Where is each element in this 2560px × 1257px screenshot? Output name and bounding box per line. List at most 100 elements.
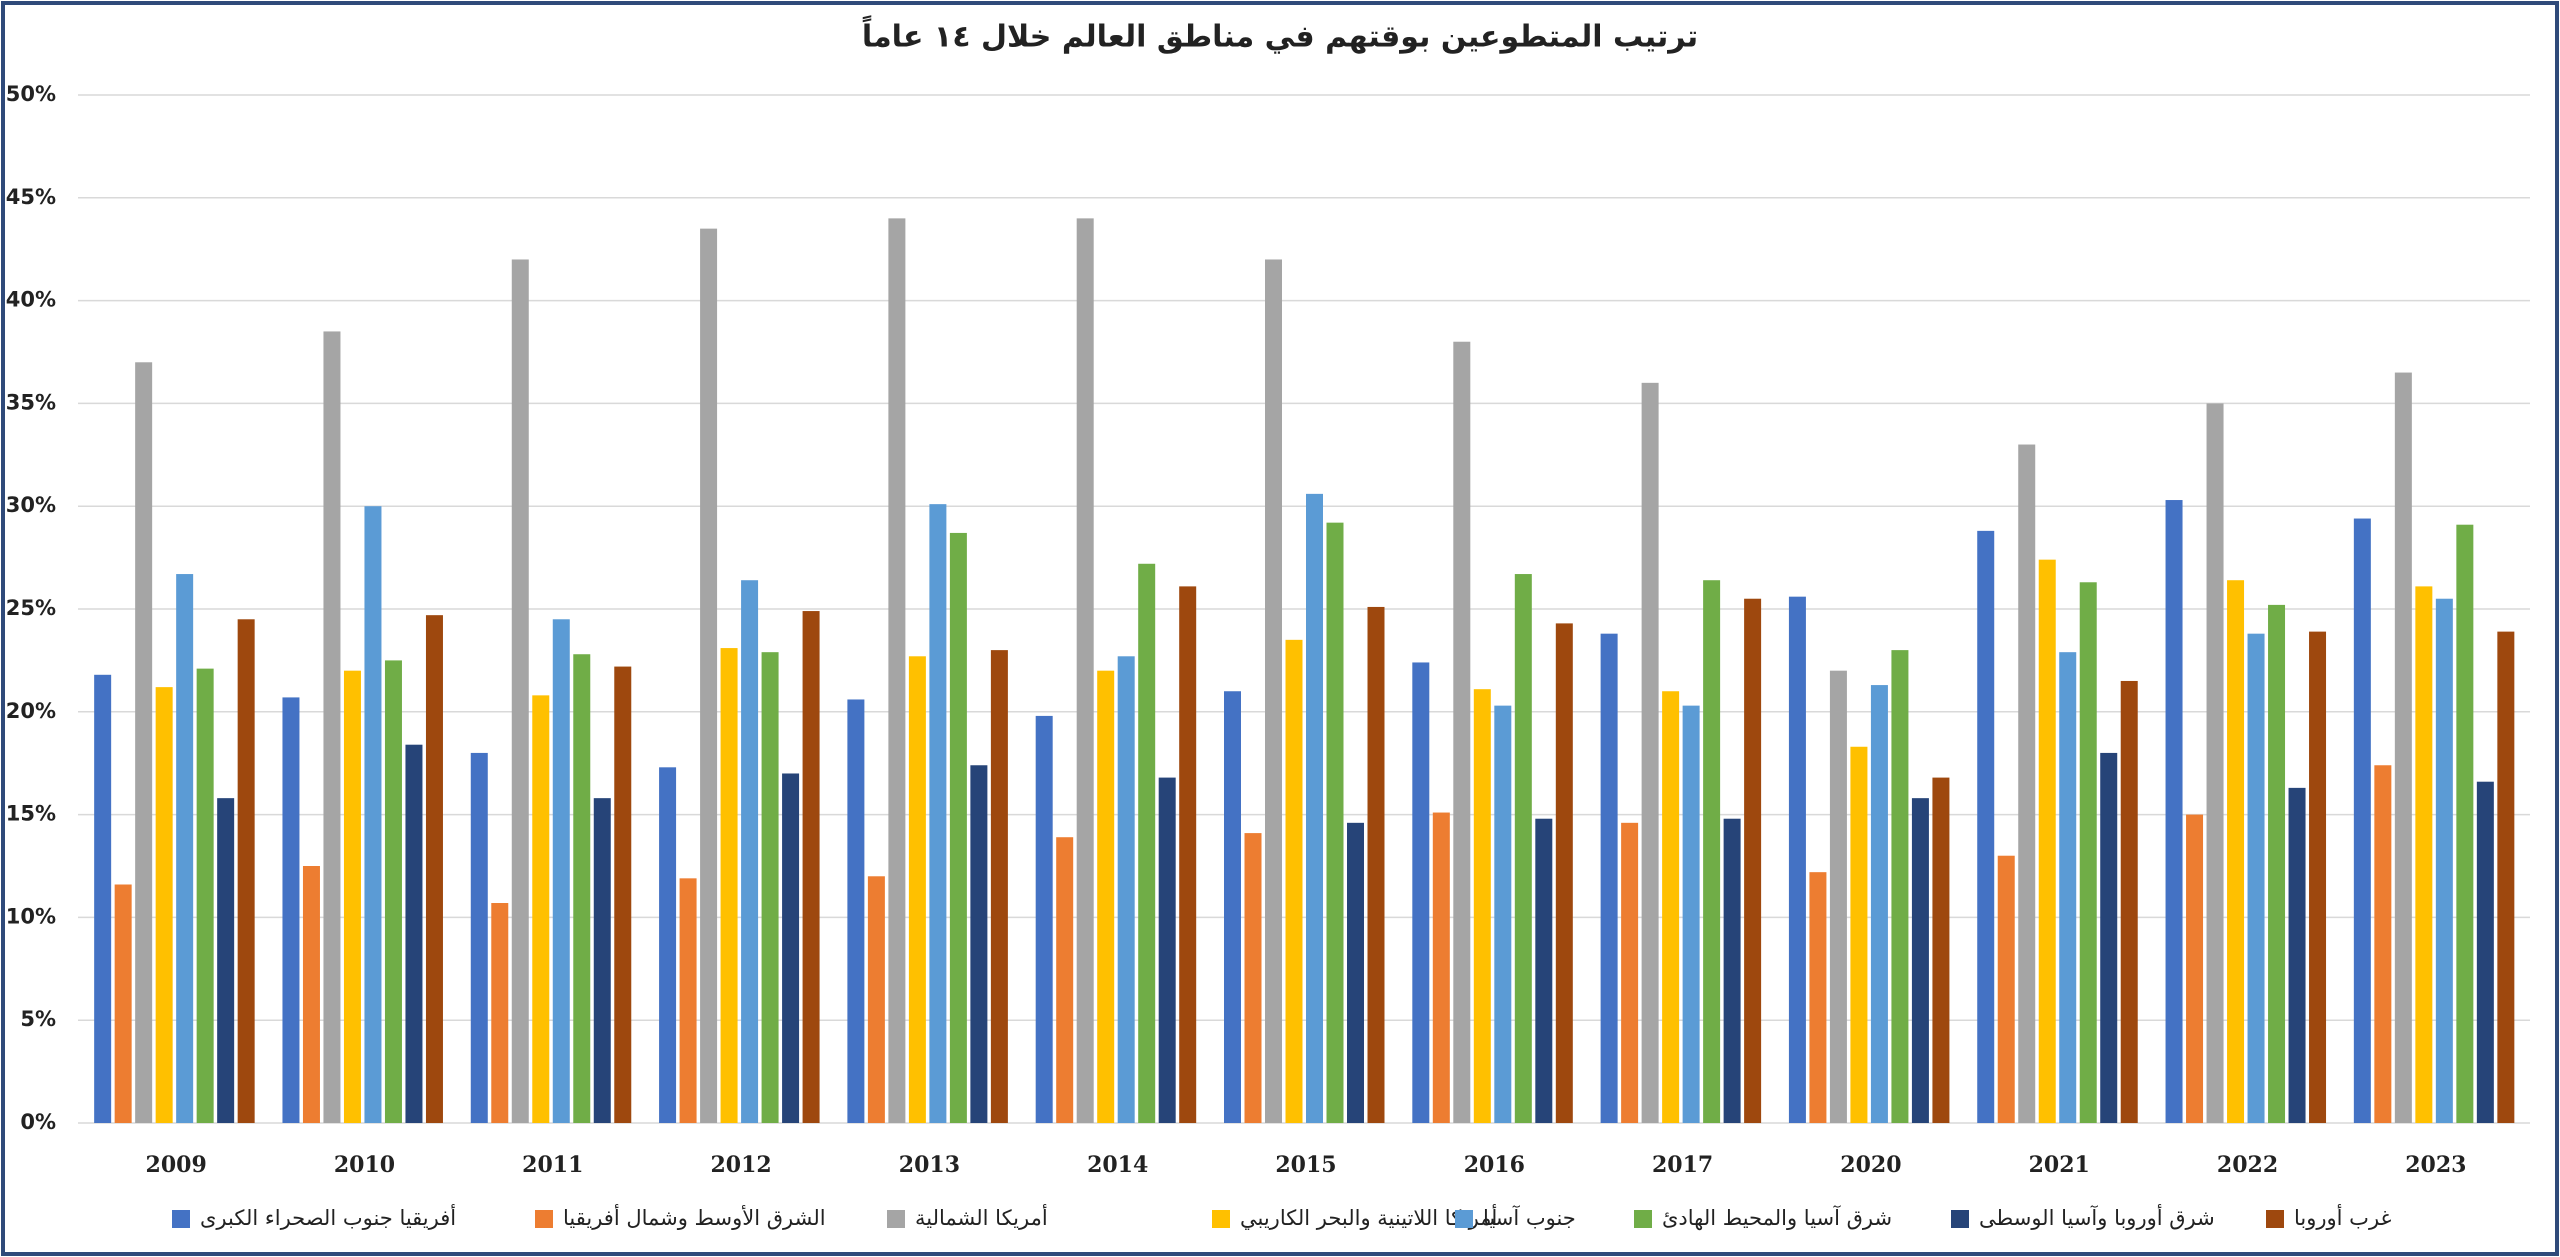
legend-swatch xyxy=(535,1210,553,1228)
bar xyxy=(2435,598,2453,1123)
bar xyxy=(782,773,800,1123)
legend-label: جنوب آسيا xyxy=(1483,1205,1576,1230)
bar xyxy=(1179,586,1197,1123)
x-tick-label: 2015 xyxy=(1275,1152,1336,1178)
bar xyxy=(1621,822,1639,1123)
bar xyxy=(1744,598,1762,1123)
bar xyxy=(155,687,173,1123)
bar xyxy=(573,654,591,1123)
bar xyxy=(1412,662,1430,1123)
bar xyxy=(2415,586,2433,1123)
y-tick-label: 45% xyxy=(6,185,56,209)
bar xyxy=(2456,524,2474,1123)
bar xyxy=(2476,781,2494,1123)
bar xyxy=(1600,633,1618,1123)
y-tick-label: 15% xyxy=(6,802,56,826)
bar xyxy=(700,228,718,1123)
y-tick-label: 30% xyxy=(6,493,56,517)
bar xyxy=(867,876,885,1123)
x-tick-label: 2009 xyxy=(146,1152,207,1178)
x-tick-label: 2021 xyxy=(2029,1152,2090,1178)
y-tick-label: 25% xyxy=(6,596,56,620)
bar xyxy=(1224,691,1241,1123)
legend-swatch xyxy=(887,1210,905,1228)
bar xyxy=(135,362,153,1123)
legend-swatch xyxy=(1212,1210,1230,1228)
bar xyxy=(593,798,611,1123)
bar xyxy=(511,259,529,1124)
bar xyxy=(1097,670,1115,1123)
bar xyxy=(532,695,550,1123)
legend-label: شرق آسيا والمحيط الهادئ xyxy=(1662,1205,1892,1230)
bar xyxy=(1244,833,1262,1123)
y-tick-label: 50% xyxy=(6,82,56,106)
bar xyxy=(2247,633,2265,1123)
bar xyxy=(1285,639,1303,1123)
legend-swatch xyxy=(172,1210,190,1228)
bar xyxy=(1997,855,2015,1123)
legend-label: الشرق الأوسط وشمال أفريقيا xyxy=(563,1204,826,1230)
bar xyxy=(384,660,402,1123)
legend-label: أمريكا الشمالية xyxy=(915,1204,1048,1230)
bar xyxy=(1662,691,1680,1123)
bar xyxy=(491,903,509,1123)
bar xyxy=(1555,623,1573,1123)
bar xyxy=(741,580,759,1123)
x-tick-label: 2013 xyxy=(899,1152,960,1178)
bar xyxy=(1850,746,1868,1123)
bar xyxy=(2309,631,2327,1123)
x-tick-label: 2010 xyxy=(334,1152,395,1178)
x-tick-label: 2017 xyxy=(1652,1152,1713,1178)
bar xyxy=(470,752,488,1123)
bar xyxy=(2059,652,2077,1123)
bar xyxy=(679,878,697,1123)
bar xyxy=(1326,522,1344,1123)
x-tick-label: 2012 xyxy=(710,1152,771,1178)
bar xyxy=(1265,259,1282,1124)
bar xyxy=(1788,596,1806,1123)
bar xyxy=(1932,777,1950,1123)
bar xyxy=(2394,372,2412,1123)
bar xyxy=(1703,580,1721,1123)
bar xyxy=(196,668,214,1123)
legend-label: أمريكا اللاتينية والبحر الكاريبي xyxy=(1240,1204,1497,1230)
bar xyxy=(1076,218,1094,1124)
bar xyxy=(1453,341,1471,1124)
legend-swatch xyxy=(1455,1210,1473,1228)
bar xyxy=(1723,818,1741,1123)
bar xyxy=(114,884,132,1123)
bar xyxy=(237,619,255,1123)
bar xyxy=(2186,814,2204,1123)
y-tick-label: 35% xyxy=(6,390,56,414)
legend-swatch xyxy=(2266,1210,2284,1228)
bar xyxy=(552,619,570,1123)
chart-title: ترتيب المتطوعين بوقتهم في مناطق العالم خ… xyxy=(862,15,1698,55)
bar xyxy=(1432,812,1450,1123)
bar xyxy=(1809,872,1827,1123)
legend-label: غرب أوروبا xyxy=(2294,1204,2392,1230)
bar xyxy=(2497,631,2515,1123)
bar xyxy=(94,674,112,1123)
x-tick-label: 2011 xyxy=(522,1152,583,1178)
bar xyxy=(1514,574,1532,1123)
bar xyxy=(1347,822,1364,1123)
y-tick-label: 0% xyxy=(20,1110,56,1134)
bar xyxy=(364,506,382,1123)
bar xyxy=(1035,715,1053,1123)
y-tick-label: 10% xyxy=(6,904,56,928)
bar xyxy=(659,767,677,1123)
bar xyxy=(2100,752,2118,1123)
bar xyxy=(405,744,423,1123)
bar xyxy=(1367,606,1385,1123)
bar xyxy=(1473,689,1491,1123)
bar xyxy=(1138,563,1156,1123)
bar xyxy=(908,656,926,1123)
bar xyxy=(761,652,779,1123)
y-tick-label: 5% xyxy=(20,1007,56,1031)
bar xyxy=(970,765,988,1123)
bar xyxy=(1829,670,1847,1123)
bar xyxy=(614,666,632,1123)
bar xyxy=(425,615,443,1123)
bar xyxy=(1056,837,1074,1123)
